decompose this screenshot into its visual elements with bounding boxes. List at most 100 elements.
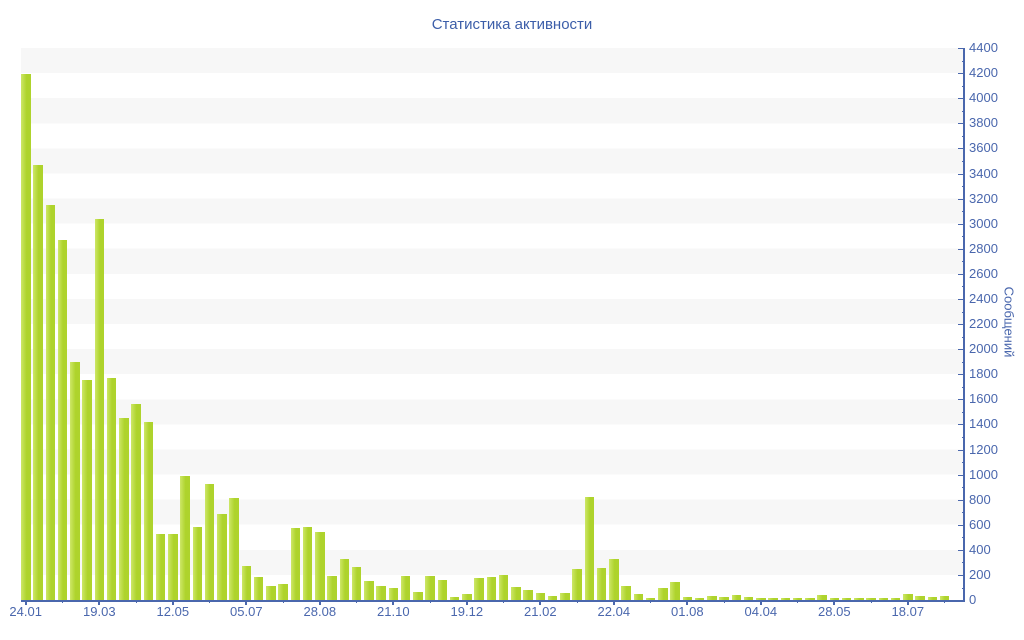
bar[interactable] (57, 239, 68, 600)
x-tick-label: 04.04 (744, 604, 778, 619)
bar[interactable] (584, 496, 594, 600)
bar[interactable] (829, 597, 839, 600)
y-tick-label: 3400 (969, 165, 998, 181)
bar[interactable] (315, 532, 325, 600)
bar[interactable] (449, 596, 460, 600)
bar[interactable] (927, 596, 937, 600)
y-tick-label: 2200 (969, 316, 998, 331)
bar[interactable] (204, 484, 215, 600)
bar[interactable] (94, 218, 104, 600)
bar[interactable] (400, 576, 411, 600)
bar[interactable] (180, 475, 190, 600)
bar[interactable] (939, 596, 950, 600)
y-tick-label: 1400 (969, 416, 998, 432)
y-tick-label: 200 (969, 566, 991, 582)
bar[interactable] (547, 595, 558, 600)
bar[interactable] (535, 593, 545, 600)
y-tick-label: 4400 (969, 40, 998, 55)
bar[interactable] (792, 598, 803, 600)
bar[interactable] (890, 598, 901, 600)
bar[interactable] (82, 379, 92, 600)
bar[interactable] (731, 595, 741, 600)
y-tick-label: 2000 (969, 341, 998, 357)
bar[interactable] (511, 586, 521, 600)
bar[interactable] (168, 534, 178, 600)
bar[interactable] (878, 598, 888, 600)
bar[interactable] (278, 583, 288, 600)
y-tick-label: 2400 (969, 290, 998, 306)
bar[interactable] (70, 362, 80, 600)
bar[interactable] (45, 204, 55, 600)
bar[interactable] (462, 593, 472, 600)
bar[interactable] (682, 596, 692, 600)
bar[interactable] (119, 418, 129, 600)
bar[interactable] (866, 598, 876, 600)
bar[interactable] (339, 559, 349, 600)
bar[interactable] (694, 597, 705, 600)
bar[interactable] (131, 404, 141, 600)
bar[interactable] (388, 587, 398, 600)
y-tick-label: 3600 (969, 140, 998, 156)
y-tick-label: 1800 (969, 366, 998, 382)
y-tick-label: 600 (969, 516, 991, 532)
bar[interactable] (719, 596, 729, 600)
bar[interactable] (486, 577, 496, 600)
bar[interactable] (596, 568, 607, 600)
bar[interactable] (266, 585, 276, 600)
bar[interactable] (143, 421, 153, 600)
bar[interactable] (474, 578, 484, 600)
bar[interactable] (376, 585, 386, 600)
bar[interactable] (707, 595, 717, 600)
bar[interactable] (768, 597, 778, 600)
bar[interactable] (302, 527, 313, 600)
bar[interactable] (903, 594, 913, 600)
bar[interactable] (915, 596, 925, 600)
bar[interactable] (327, 575, 337, 600)
bar[interactable] (413, 591, 423, 600)
y-tick-label: 800 (969, 491, 991, 507)
bar[interactable] (633, 593, 643, 600)
bar[interactable] (217, 514, 227, 600)
bar[interactable] (498, 574, 509, 600)
bar[interactable] (670, 582, 680, 600)
bar[interactable] (290, 527, 300, 600)
x-tick-label: 12.05 (156, 604, 190, 619)
bar[interactable] (241, 566, 251, 600)
y-tick-label: 3000 (969, 215, 998, 231)
bar[interactable] (658, 587, 668, 600)
bar[interactable] (351, 566, 362, 600)
bar[interactable] (780, 597, 790, 600)
bar[interactable] (805, 597, 815, 600)
bar[interactable] (155, 533, 166, 600)
bar[interactable] (817, 595, 827, 600)
bar[interactable] (253, 577, 264, 600)
bar[interactable] (609, 558, 619, 600)
bar[interactable] (756, 597, 766, 600)
bar[interactable] (364, 581, 374, 600)
bar[interactable] (572, 568, 582, 600)
bar[interactable] (841, 598, 852, 600)
x-tick-label: 21.10 (377, 604, 410, 619)
bar[interactable] (33, 164, 43, 600)
bar[interactable] (854, 598, 864, 600)
bar[interactable] (621, 585, 631, 600)
x-tick-label: 28.05 (818, 604, 851, 619)
bar[interactable] (437, 579, 447, 600)
bar[interactable] (229, 497, 239, 600)
bar[interactable] (523, 590, 533, 600)
bar[interactable] (743, 596, 754, 600)
bar[interactable] (425, 575, 435, 600)
bar[interactable] (560, 592, 570, 600)
y-tick-label: 2600 (969, 265, 998, 281)
bar[interactable] (21, 74, 31, 600)
bar[interactable] (645, 597, 656, 600)
x-tick-label: 01.08 (671, 604, 704, 619)
y-tick-label: 0 (969, 592, 977, 607)
x-tick-label: 22.04 (597, 604, 631, 619)
bar[interactable] (106, 377, 117, 600)
x-tick-label: 18.07 (891, 604, 925, 619)
x-tick-label: 24.01 (9, 604, 42, 619)
y-axis-title: Сообщений (1001, 286, 1017, 358)
bar[interactable] (192, 526, 202, 600)
